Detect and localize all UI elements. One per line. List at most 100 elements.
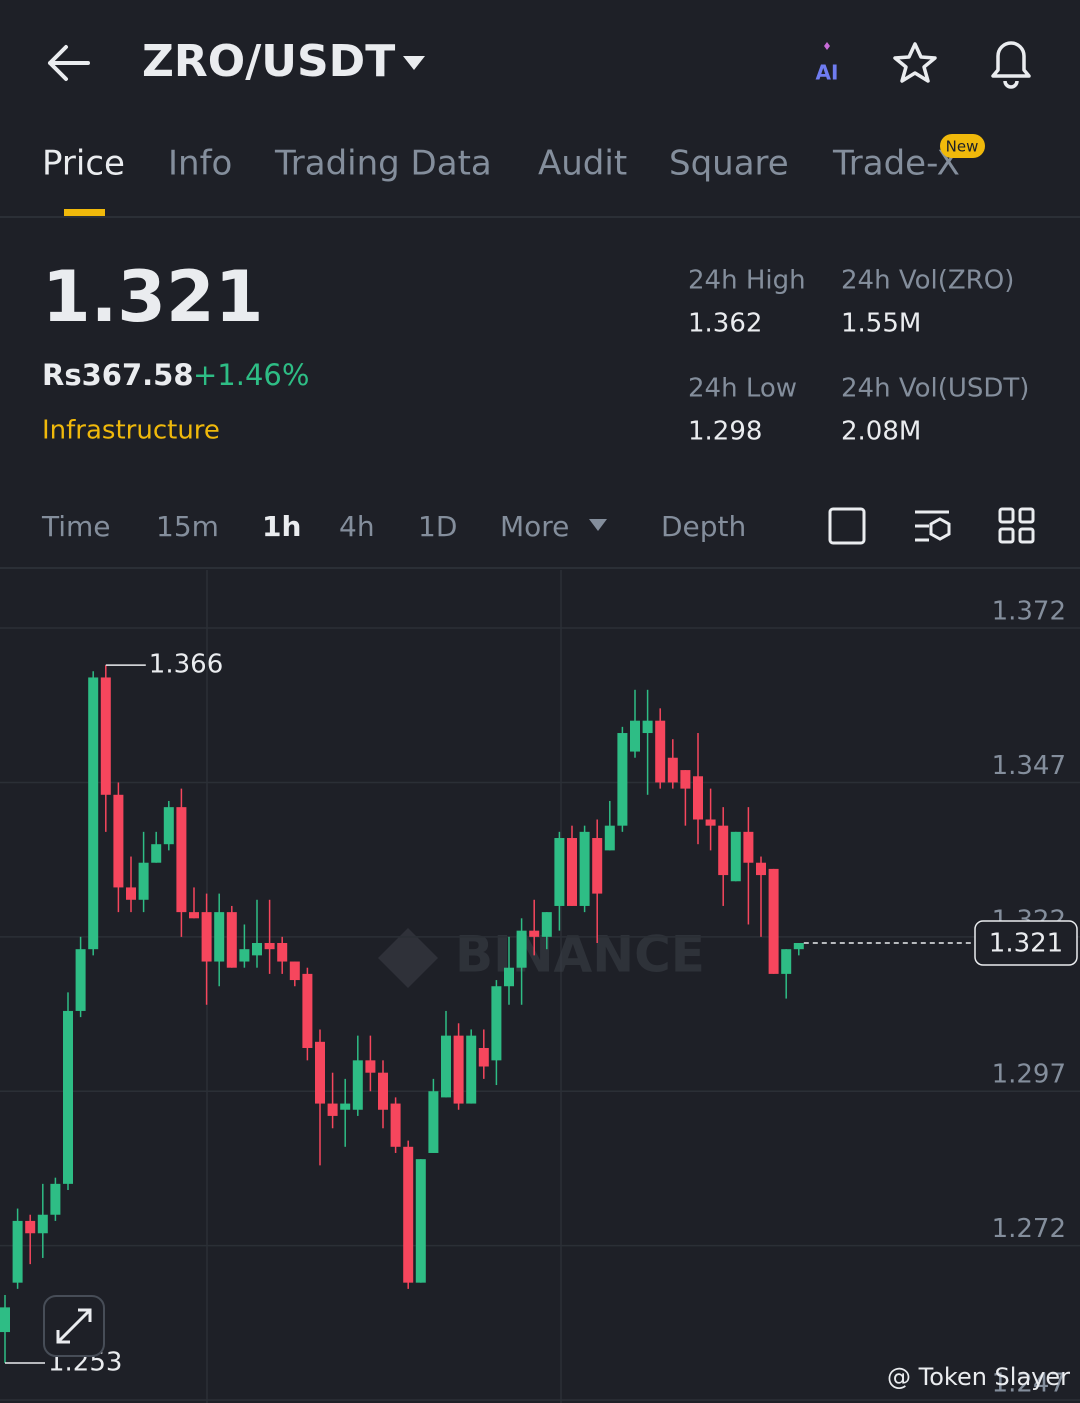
tab[interactable]: Trading Data xyxy=(274,144,492,184)
candle-body xyxy=(315,1041,325,1104)
tab-indicator xyxy=(64,209,105,216)
candle-body xyxy=(516,930,527,968)
alert-button[interactable] xyxy=(991,41,1031,89)
candle-body xyxy=(491,986,502,1061)
candle-body xyxy=(176,807,187,913)
back-button[interactable] xyxy=(48,45,90,81)
interval[interactable]: 4h xyxy=(339,510,375,543)
candle-body xyxy=(453,1035,464,1104)
stat-value: 1.298 xyxy=(688,417,762,447)
interval[interactable]: More xyxy=(500,510,569,543)
last-price: 1.321 xyxy=(42,256,263,338)
candle-body xyxy=(667,757,678,783)
candle-body xyxy=(264,943,275,950)
tool-icon[interactable] xyxy=(915,510,949,542)
candle-body xyxy=(604,825,615,851)
candle-body xyxy=(113,794,124,888)
candle-body xyxy=(415,1159,426,1283)
candle-body xyxy=(743,831,754,863)
stat-value: 1.55M xyxy=(841,309,921,339)
tab[interactable]: Audit xyxy=(538,144,627,184)
candle-body xyxy=(441,1035,451,1098)
candle-body xyxy=(365,1060,376,1073)
tab[interactable]: Info xyxy=(168,144,232,184)
sector-tag[interactable]: Infrastructure xyxy=(42,416,220,446)
y-tick-label: 1.272 xyxy=(992,1214,1066,1244)
interval[interactable]: Time xyxy=(41,510,111,543)
stat-label: 24h Vol(ZRO) xyxy=(841,266,1014,296)
candle-body xyxy=(88,677,99,950)
tab[interactable]: Price xyxy=(42,144,125,184)
candlestick-chart: BINANCE 1.3721.3471.3221.2971.2721.2471.… xyxy=(0,570,1080,1403)
candle-body xyxy=(75,949,86,1011)
y-tick-label: 1.372 xyxy=(992,597,1066,627)
favorite-button[interactable] xyxy=(893,42,937,83)
tab[interactable]: Square xyxy=(669,144,789,184)
candle-body xyxy=(214,912,225,962)
candle-body xyxy=(151,844,162,863)
stat-value: 1.362 xyxy=(688,309,762,339)
candle-body xyxy=(37,1214,48,1234)
new-badge: New xyxy=(946,138,979,156)
tool-icon[interactable] xyxy=(998,527,1015,544)
candle-body xyxy=(642,720,653,734)
chart-tools[interactable] xyxy=(828,507,1035,545)
credit: @ Token Slayer xyxy=(887,1363,1070,1391)
candle-body xyxy=(630,720,640,752)
tool-icon[interactable] xyxy=(998,507,1015,524)
candle-body xyxy=(25,1220,36,1234)
interval[interactable]: Depth xyxy=(661,510,746,543)
last-price-label: 1.321 xyxy=(989,929,1063,959)
candle-body xyxy=(378,1072,388,1110)
candle-body xyxy=(327,1103,338,1116)
candle-body xyxy=(138,862,149,900)
tool-icon[interactable] xyxy=(1018,527,1035,544)
candle-body xyxy=(12,1220,23,1283)
candle-body xyxy=(617,733,628,826)
y-tick-label: 1.297 xyxy=(992,1060,1066,1090)
stat-value: 2.08M xyxy=(841,417,921,447)
candle-body xyxy=(352,1060,363,1110)
watermark-logo xyxy=(378,928,438,988)
candle-body xyxy=(239,949,250,962)
candle-body xyxy=(403,1146,414,1283)
candle-body xyxy=(680,770,691,789)
candle-body xyxy=(126,887,136,900)
candle-body xyxy=(592,838,603,894)
candle-body xyxy=(541,912,552,937)
interval[interactable]: 15m xyxy=(156,510,219,543)
candle-body xyxy=(340,1103,351,1110)
candle-body xyxy=(226,912,237,968)
interval[interactable]: 1h xyxy=(262,510,301,543)
candle-body xyxy=(289,961,300,981)
tool-icon[interactable] xyxy=(1018,507,1035,524)
candle-body xyxy=(50,1183,61,1215)
stat-label: 24h High xyxy=(688,266,806,296)
candle-body xyxy=(302,973,313,1048)
tab[interactable]: Trade-X xyxy=(832,144,960,184)
pair-dropdown[interactable] xyxy=(403,56,425,70)
stat-label: 24h Vol(USDT) xyxy=(841,374,1029,404)
candle-body xyxy=(163,807,174,845)
tool-icon[interactable] xyxy=(828,507,866,545)
candle-body xyxy=(63,1010,73,1184)
candle-body xyxy=(390,1103,401,1147)
high-label: 1.366 xyxy=(149,650,223,680)
candle-body xyxy=(554,838,565,906)
stat-label: 24h Low xyxy=(688,374,797,404)
candle-body xyxy=(655,720,666,783)
candle-body xyxy=(567,838,577,906)
candle-body xyxy=(579,831,590,906)
new-badge-bg xyxy=(940,134,985,158)
candle-body xyxy=(201,912,212,962)
pair-title[interactable]: ZRO/USDT xyxy=(142,36,395,87)
tool-icon[interactable] xyxy=(929,517,951,541)
interval[interactable]: 1D xyxy=(418,510,457,543)
candle-body xyxy=(100,677,111,795)
ai-button[interactable]: AI xyxy=(816,61,839,85)
candle-body xyxy=(478,1047,489,1067)
more-dropdown[interactable] xyxy=(589,519,607,531)
candle-body xyxy=(504,967,514,987)
